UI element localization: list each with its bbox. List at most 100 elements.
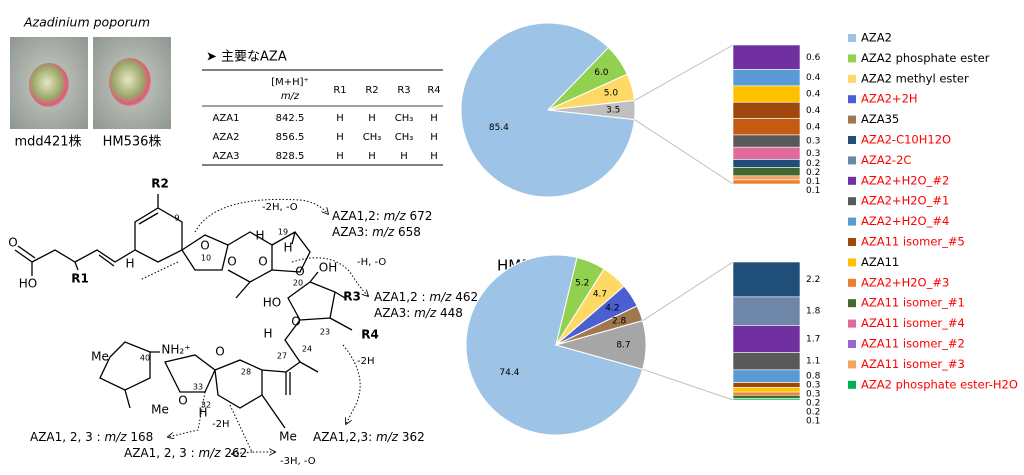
atom-label: 9 <box>174 214 179 223</box>
ion-value: 262 <box>221 446 248 460</box>
fragment-loss: -2H <box>212 419 230 430</box>
photo-caption: mdd421株 <box>15 135 82 150</box>
bar-label: 1.1 <box>806 357 820 367</box>
fragment-ion: AZA1, 2, 3 : m/z 262 <box>124 446 247 460</box>
atom-label: 10 <box>201 254 211 263</box>
pie-label: 74.4 <box>499 368 519 378</box>
table-cell: H <box>336 132 344 143</box>
ion-prefix: AZA1,2,3: <box>313 430 376 444</box>
legend-swatch <box>848 319 856 328</box>
bar-segment <box>732 167 801 177</box>
atom-label: OH <box>319 261 337 275</box>
atom-label: 28 <box>241 368 251 377</box>
bar-label: 0.2 <box>806 408 820 418</box>
table-cell: CH₃ <box>363 132 382 143</box>
bar-segment <box>732 387 801 393</box>
ion-prefix: AZA1, 2, 3 : <box>30 430 104 444</box>
legend-label: AZA2 phosphate ester <box>861 51 990 65</box>
bar-label: 0.4 <box>806 122 821 132</box>
fragment-ion: AZA1, 2, 3 : m/z 168 <box>30 430 153 444</box>
legend-label: AZA2 <box>861 31 892 45</box>
bar-segment <box>732 261 801 298</box>
table-cell: H <box>368 151 376 162</box>
atom-label: O <box>8 236 17 250</box>
connector <box>642 261 734 322</box>
ion-mz: m/z <box>429 290 452 304</box>
legend-label: AZA2-C10H12O <box>861 133 951 147</box>
bar-segment <box>732 325 801 353</box>
header-cell: R4 <box>427 85 440 96</box>
bar-segment <box>732 352 801 371</box>
pie-label: 8.7 <box>616 341 630 351</box>
bar-label: 1.8 <box>806 307 821 317</box>
bar-segment <box>732 118 801 136</box>
legend-swatch <box>848 299 856 308</box>
legend-swatch <box>848 136 856 144</box>
connector <box>634 119 734 185</box>
atom-label: 19 <box>278 228 288 237</box>
ion-prefix: AZA3: <box>374 306 414 320</box>
legend-label: AZA11 isomer_#3 <box>861 357 965 371</box>
pie-label: 4.2 <box>605 303 619 313</box>
legend-label: AZA11 isomer_#2 <box>861 337 965 351</box>
atom-label: O <box>200 239 209 253</box>
legend-swatch <box>848 74 856 83</box>
bar-segment <box>732 159 801 168</box>
legend-label: AZA2+2H <box>861 92 918 106</box>
connector <box>634 44 734 101</box>
bar-segment <box>732 44 801 70</box>
bar-label: 1.7 <box>806 334 820 344</box>
table-heading: ➤ 主要なAZA <box>206 50 287 65</box>
fragment-ion: AZA1,2,3: m/z 362 <box>313 430 425 444</box>
pie-label: 5.2 <box>575 278 589 288</box>
atom-label: H <box>198 406 207 420</box>
table-cell: H <box>430 113 438 124</box>
pie-label: 5.0 <box>604 88 619 98</box>
legend-swatch <box>848 115 856 124</box>
legend-label: AZA35 <box>861 112 899 126</box>
atom-label: HO <box>263 296 281 310</box>
legend-label: AZA2 methyl ester <box>861 71 969 85</box>
bar-label: 2.2 <box>806 275 820 285</box>
pie-slice <box>547 99 636 121</box>
atom-label: O <box>227 255 236 269</box>
pie-slice <box>460 22 636 198</box>
legend-swatch <box>848 197 856 206</box>
atom-label: H <box>255 229 264 243</box>
atom-label: R3 <box>343 290 361 304</box>
legend-swatch <box>848 54 856 63</box>
legend-swatch <box>848 238 856 246</box>
atom-label: O <box>178 394 187 408</box>
fragment-loss: -H, -O <box>357 257 386 268</box>
pie-label: 3.5 <box>606 106 620 116</box>
ion-mz: m/z <box>104 430 127 444</box>
atom-label: R4 <box>361 328 379 342</box>
fragment-ion: AZA1,2: m/z 672 <box>332 209 432 223</box>
legend-swatch <box>848 176 856 185</box>
fragment-loss: -3H, -O <box>280 456 316 467</box>
legend-label: AZA2+H2O_#2 <box>861 173 949 187</box>
bar-segment <box>732 179 801 185</box>
ion-mz: m/z <box>198 446 221 460</box>
legend-label: AZA2-2C <box>861 153 911 167</box>
legend-swatch <box>848 258 856 267</box>
legend-swatch <box>848 156 856 165</box>
atom-label: 27 <box>277 352 287 361</box>
table-cell: AZA1 <box>213 113 240 124</box>
atom-label: 32 <box>201 401 211 410</box>
bar-segment <box>732 398 801 401</box>
ion-value: 658 <box>394 225 421 239</box>
ion-prefix: AZA1, 2, 3 : <box>124 446 198 460</box>
bar-segment <box>732 175 801 181</box>
pie-slice <box>554 320 647 370</box>
ion-mz: m/z <box>372 225 395 239</box>
legend-label: AZA2+H2O_#3 <box>861 275 949 289</box>
ion-mz: m/z <box>414 306 437 320</box>
pie-label: 6.0 <box>594 68 609 78</box>
bar-label: 0.4 <box>806 106 821 116</box>
bar-label: 0.3 <box>806 381 820 391</box>
fragment-ion: AZA3: m/z 448 <box>374 306 463 320</box>
bar-label: 0.4 <box>806 73 821 83</box>
bar-segment <box>732 146 801 160</box>
